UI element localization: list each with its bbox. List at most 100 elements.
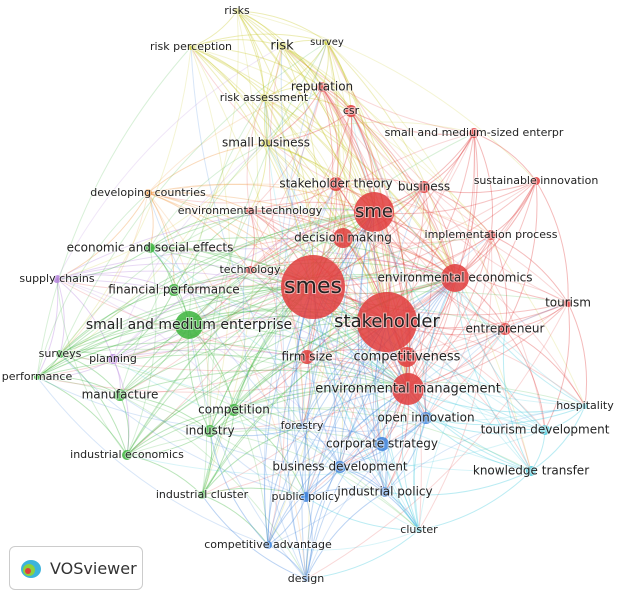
edge [326,41,506,330]
edge [147,192,175,291]
edge [56,248,456,280]
node-label: economic and social effects [67,241,234,255]
edge [454,277,546,431]
edge [149,247,251,271]
edge [473,132,537,182]
node-label: smes [284,274,342,299]
edge [36,276,456,378]
node [114,389,126,401]
edge [267,417,427,546]
edge [236,10,314,288]
edge [56,278,386,493]
edge [413,417,427,531]
edge [326,41,492,236]
edge [36,376,128,456]
logo-text: VOSviewer [50,558,137,578]
node-label: risk perception [150,40,232,53]
edge [249,183,337,212]
edge [267,544,307,580]
node [499,323,511,335]
edge [233,409,383,446]
edge [233,356,308,411]
edge [126,321,388,456]
node [56,350,64,358]
edge [190,46,314,288]
edge [321,86,569,304]
edge [249,86,323,212]
edge [147,192,251,271]
edge [236,10,537,182]
edge [188,302,506,330]
node [392,373,424,405]
edge [339,237,360,468]
edge [59,286,314,355]
edge [301,425,420,531]
edge [326,41,375,213]
edge [56,278,409,390]
node-label: financial performance [108,283,239,297]
edge [119,369,409,396]
node [582,403,588,409]
edge [59,353,420,531]
edge [373,211,506,330]
edge [149,207,375,249]
edge [305,496,313,580]
node-label: csr [343,104,360,117]
edge [188,324,409,390]
edge [281,45,388,323]
edge [267,466,341,546]
edge [56,209,375,280]
edge [265,142,383,445]
edge [56,142,267,280]
edge [335,178,425,188]
edge [249,210,255,271]
edge [373,180,537,215]
edge [190,46,265,99]
edge [321,86,456,279]
node [354,192,394,232]
edge [147,183,492,236]
edge [126,429,546,476]
node [441,264,469,292]
edge [263,183,337,546]
edge [149,247,532,472]
node-label: risk [270,39,294,54]
edge [373,211,586,407]
edge [249,210,344,239]
edge [147,183,375,213]
node [234,8,240,14]
edge [263,85,323,99]
edge [305,302,569,580]
edge [201,388,409,496]
edge [423,186,492,236]
edge [233,383,409,411]
edge [147,192,388,323]
edge [112,358,586,423]
edge [326,41,390,323]
edge [350,110,456,279]
edge [173,289,409,390]
edge [301,425,310,498]
node [375,437,389,451]
node [301,492,311,502]
edge [425,234,492,419]
edge [112,315,388,360]
edge [384,405,586,493]
node-label: environmental economics [377,271,532,285]
edge [305,417,427,580]
edge [126,110,352,456]
node-label: survey [310,37,344,48]
edge [535,180,569,304]
edge [281,45,475,134]
node-label: sme [355,201,393,222]
edge [206,210,251,432]
edge [263,95,352,112]
logo-box[interactable]: VOSviewer [9,546,143,590]
edge [366,211,420,531]
node-label: planning [89,352,137,365]
node-label: decision making [294,231,392,245]
edge [112,358,532,472]
node-label: public policy [272,490,341,503]
edge [173,10,239,291]
edge [201,277,456,496]
